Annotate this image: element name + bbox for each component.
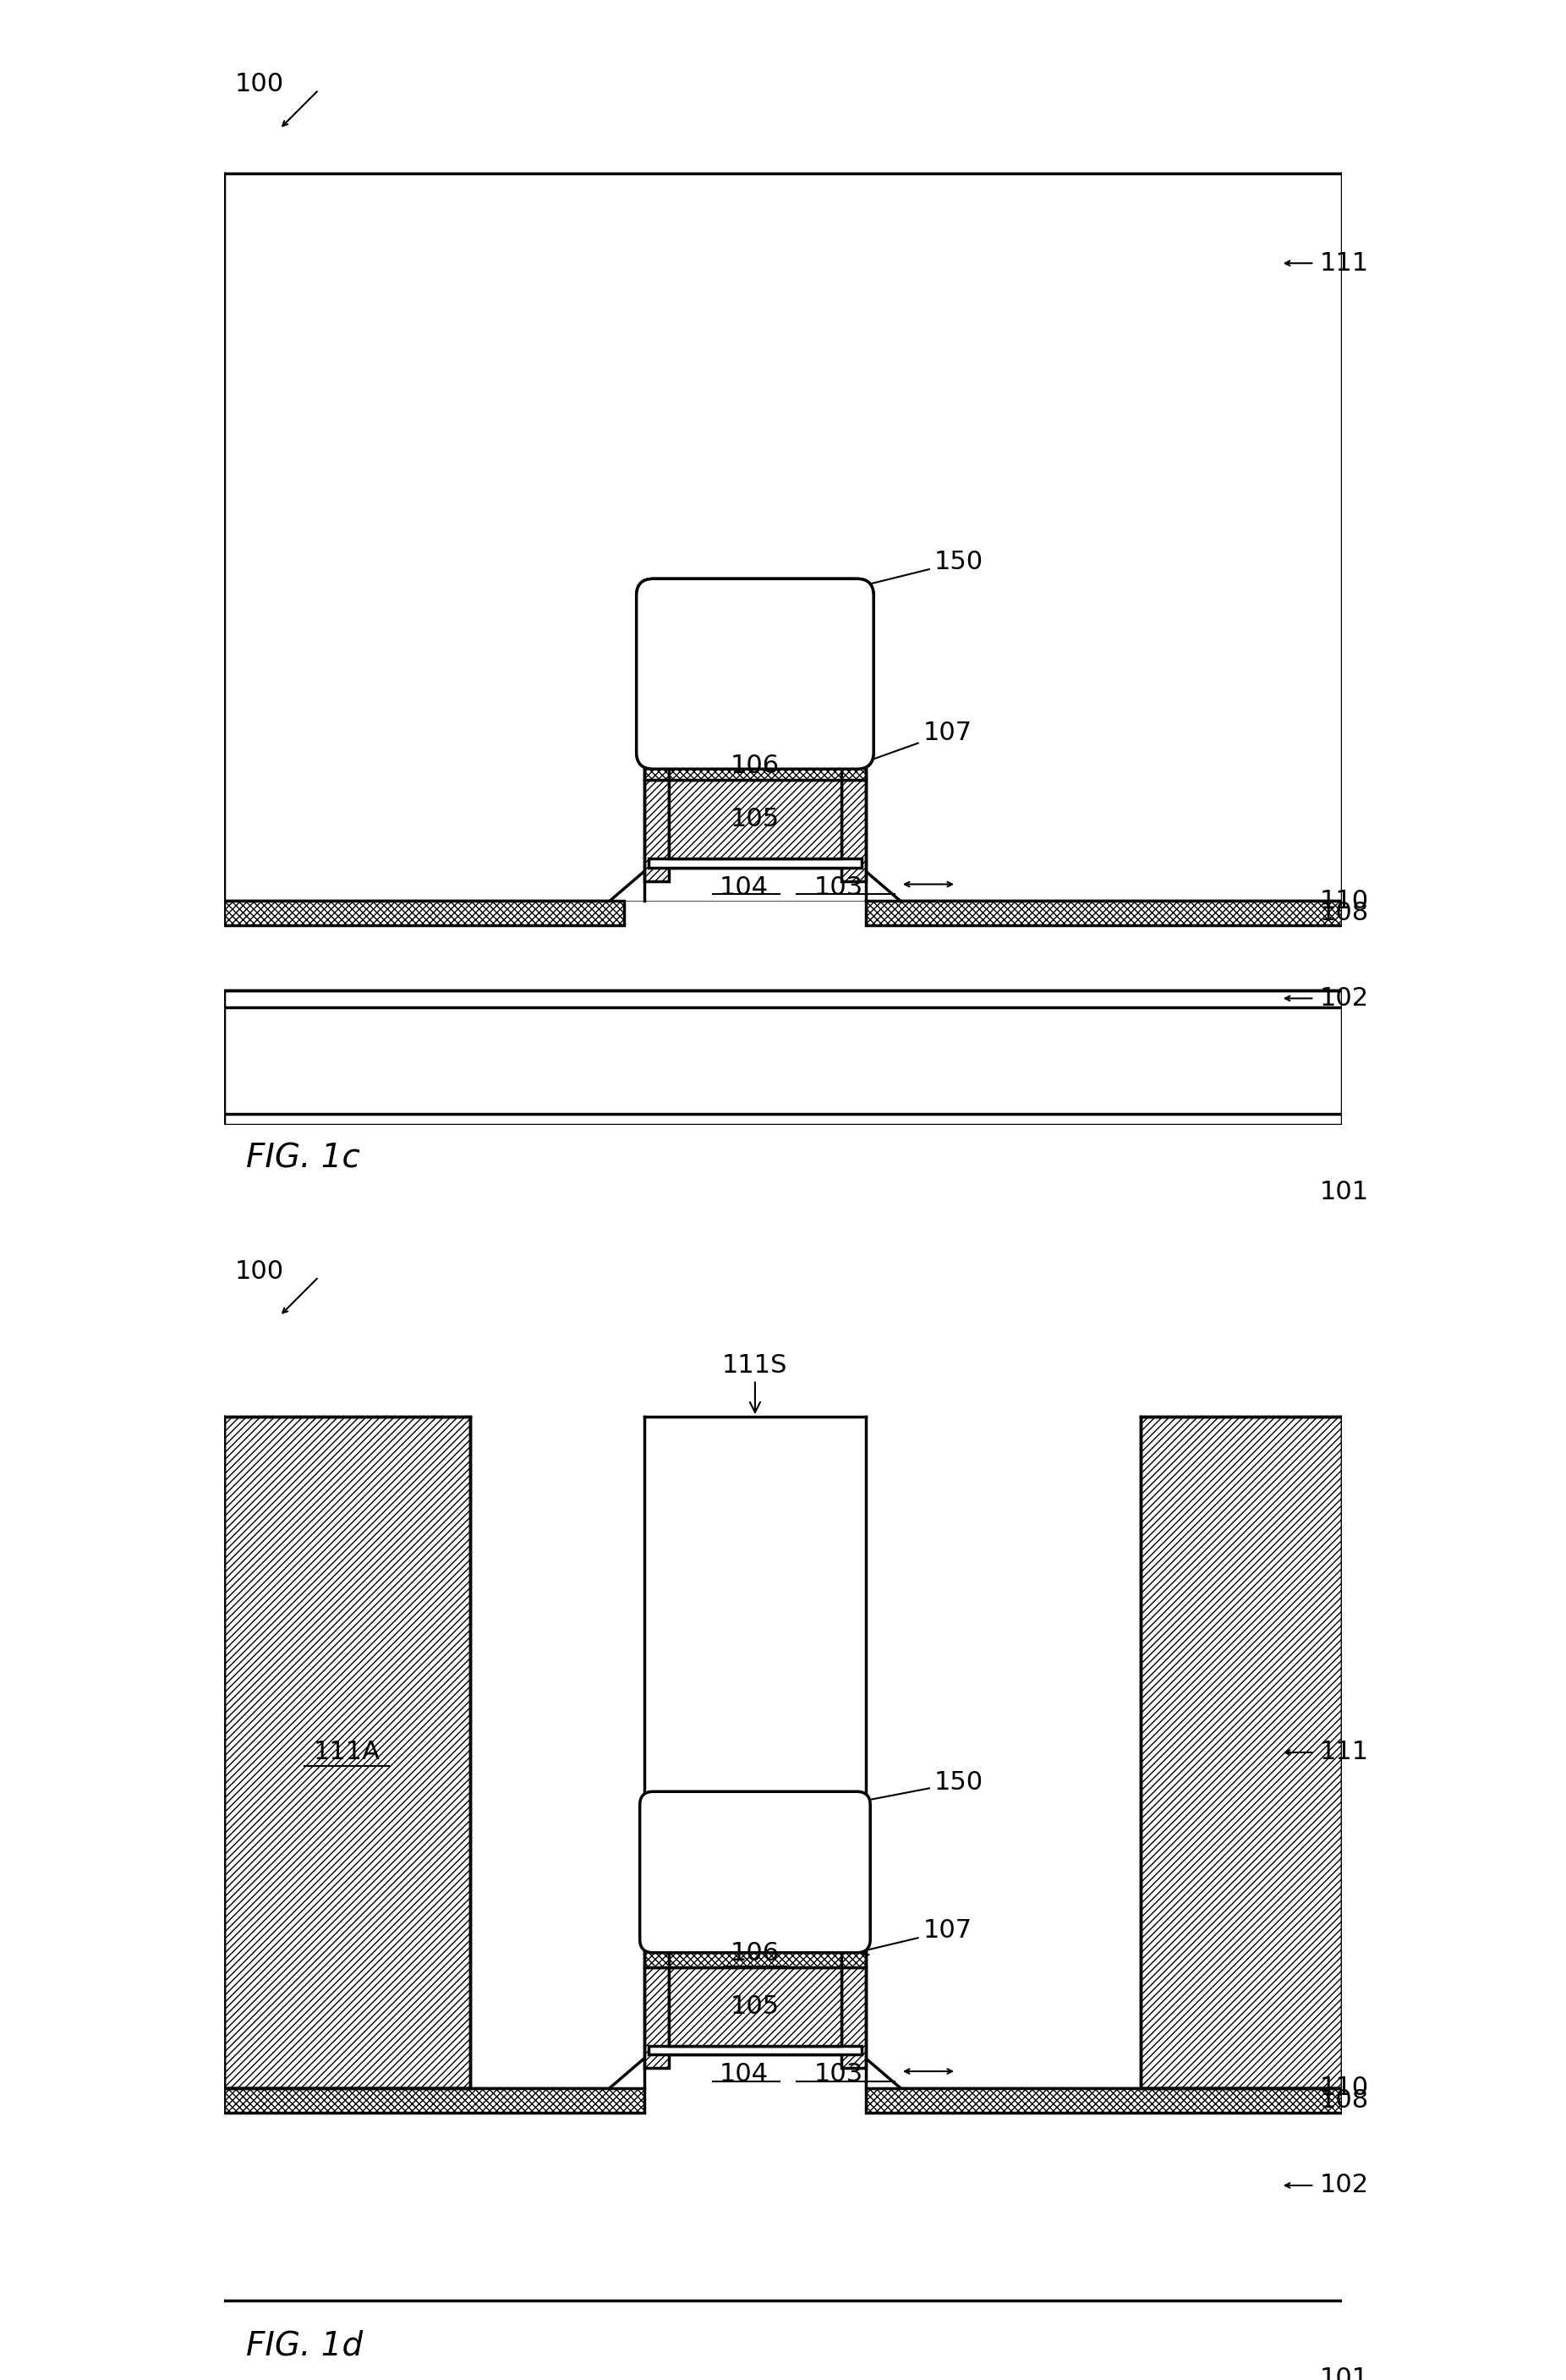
Text: 102: 102 [1320,2173,1369,2197]
Text: 106: 106 [730,754,780,778]
Text: 107: 107 [858,721,972,766]
FancyBboxPatch shape [636,578,874,769]
Bar [1142,1416,1342,2087]
Text: 103: 103 [814,2063,863,2087]
Text: 110: 110 [1320,2075,1369,2102]
Bar [224,2087,644,2113]
Text: 111: 111 [1320,1740,1369,1764]
Text: 104: 104 [719,876,769,900]
FancyBboxPatch shape [636,578,874,769]
Text: 100: 100 [235,71,283,98]
Bar [866,2087,1342,2113]
Bar [669,781,841,859]
Bar [644,1968,669,2068]
Text: 111S: 111S [722,1354,788,1411]
Text: 150: 150 [760,1771,983,1823]
Text: 100: 100 [235,1259,283,1283]
Text: 108: 108 [1320,2087,1369,2113]
Text: 103: 103 [814,876,863,900]
Text: 102: 102 [1320,985,1369,1011]
Bar [644,1940,866,1968]
Text: FIG. 1c: FIG. 1c [246,1142,360,1173]
Text: 106: 106 [730,1942,780,1966]
Bar [224,174,1342,752]
Text: 150: 150 [760,550,983,614]
FancyBboxPatch shape [640,1792,871,1952]
Bar [224,990,1342,1126]
Bar [224,174,644,902]
Text: 105: 105 [730,1994,780,2018]
Bar [644,1416,866,1940]
Text: 110: 110 [1320,888,1369,914]
Bar [648,2044,861,2054]
Bar [669,752,841,781]
Bar [648,859,861,866]
Text: 107: 107 [858,1918,972,1954]
Bar [841,781,866,881]
Bar [224,1416,470,2087]
Text: 111A: 111A [313,1740,381,1764]
Text: 101: 101 [1320,2366,1369,2380]
Bar [669,1968,841,2044]
Bar [644,1416,866,2087]
Bar [866,174,1342,752]
Text: 111: 111 [1320,250,1369,276]
Bar [841,1968,866,2068]
Text: FIG. 1d: FIG. 1d [246,2330,363,2361]
Bar [866,174,1342,902]
Bar [644,752,866,781]
Bar [224,174,644,752]
Bar [857,174,866,752]
Bar [644,174,866,752]
Text: 108: 108 [1320,902,1369,926]
Bar [224,902,625,926]
Bar [669,1940,841,1968]
Text: 105: 105 [730,807,780,831]
Text: 104: 104 [719,2063,769,2087]
Text: 101: 101 [1320,1180,1369,1204]
Bar [644,781,669,881]
Bar [866,902,1342,926]
